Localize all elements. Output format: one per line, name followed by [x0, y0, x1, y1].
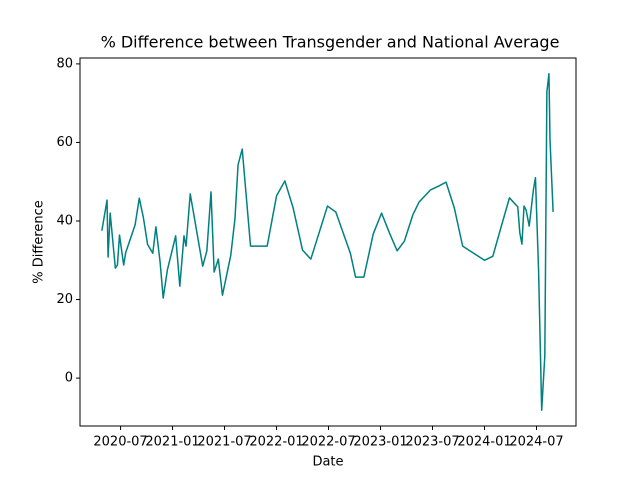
y-axis-label: % Difference [32, 200, 47, 284]
y-tick-label: 0 [65, 371, 73, 386]
x-tick-label: 2021-07 [197, 435, 251, 450]
y-tick-label: 80 [56, 56, 73, 71]
x-tick-label: 2022-01 [249, 435, 303, 450]
x-tick-label: 2023-01 [353, 435, 407, 450]
x-tick-label: 2023-07 [405, 435, 459, 450]
y-tick-label: 60 [56, 135, 73, 150]
x-tick-label: 2022-07 [301, 435, 355, 450]
x-tick-label: 2024-07 [509, 435, 563, 450]
x-tick-label: 2021-01 [145, 435, 199, 450]
y-tick-label: 20 [56, 292, 73, 307]
x-tick-label: 2020-07 [93, 435, 147, 450]
data-line [101, 72, 554, 412]
plot-frame [79, 57, 577, 427]
chart-title: % Difference between Transgender and Nat… [101, 33, 560, 52]
x-axis-label: Date [312, 455, 343, 470]
y-tick-label: 40 [56, 213, 73, 228]
x-tick-label: 2024-01 [457, 435, 511, 450]
